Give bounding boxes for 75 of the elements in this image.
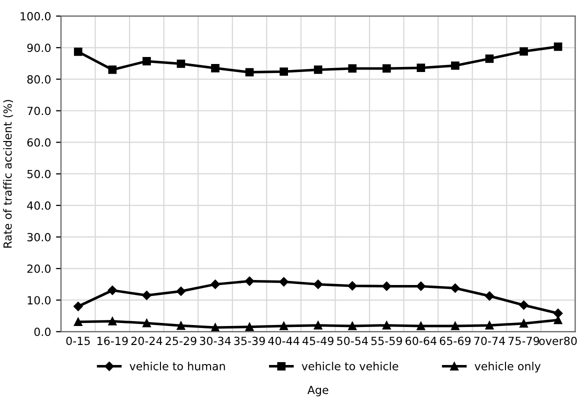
point [108,317,117,326]
point [314,66,322,74]
point [245,68,254,76]
point [314,321,322,330]
point [280,322,288,330]
point [74,48,82,56]
y-tick-label: 70.0 [27,106,51,116]
point [484,291,494,301]
point [348,281,357,291]
y-tick-label: 30.0 [27,232,51,242]
x-tick-label: 30-34 [200,336,231,346]
point [382,282,392,291]
point [176,321,186,330]
point [142,57,151,66]
point [176,60,186,68]
y-tick-label: 100.0 [20,12,51,20]
point [142,318,151,328]
point [485,54,494,63]
point [244,276,254,286]
y-tick-label: 80.0 [27,75,51,84]
point [313,280,323,289]
y-tick-label: 50.0 [27,170,51,178]
x-tick-label: 60-64 [406,336,436,346]
point [554,42,562,51]
point [176,286,186,296]
x-tick-label: 35-39 [234,336,265,346]
point [211,323,220,332]
x-tick-label: 20-24 [131,336,162,346]
x-tick-label: over80 [539,336,577,346]
y-tick-label: 0.0 [34,328,51,336]
point [451,61,460,70]
y-axis-title: Rate of traffic accident (%) [3,100,14,248]
point [485,321,494,330]
y-tick-label: 40.0 [27,201,51,210]
point [520,319,528,328]
x-tick-label: 75-79 [508,336,540,346]
point [348,322,357,330]
point [451,322,460,330]
x-tick-label: 25-29 [166,336,196,346]
point [142,290,152,300]
y-tick-label: 10.0 [28,296,51,304]
point [382,64,391,73]
x-tick-label: 16-19 [98,336,128,346]
point [416,322,426,330]
x-tick-label: 40-44 [268,336,300,346]
y-tick-label: 60.0 [27,138,51,147]
x-tick-label: 50-54 [337,336,368,346]
point [74,302,83,312]
point [279,277,288,286]
point [382,321,391,330]
point [108,66,117,74]
legend-label: vehicle to vehicle [302,362,398,370]
x-tick-label: 55-59 [371,336,402,346]
point [108,286,118,295]
x-tick-label: 65-69 [440,336,471,346]
y-tick-label: 20.0 [27,264,51,273]
x-tick-label: 70-74 [474,336,506,346]
point [245,322,254,332]
point [416,64,426,72]
legend-label: vehicle to human [130,362,225,370]
x-tick-label: 45-49 [302,336,334,346]
x-axis-title: Age [307,386,328,396]
x-tick-label: 0-15 [66,336,90,346]
y-tick-label: 90.0 [27,44,51,52]
legend-label: vehicle only [474,362,541,373]
point [210,280,220,289]
point [450,283,460,293]
point [280,67,288,76]
point [211,64,220,72]
point [74,318,82,326]
point [553,308,563,318]
point [519,300,528,310]
point [416,282,426,291]
point [520,47,528,56]
point [348,64,357,73]
